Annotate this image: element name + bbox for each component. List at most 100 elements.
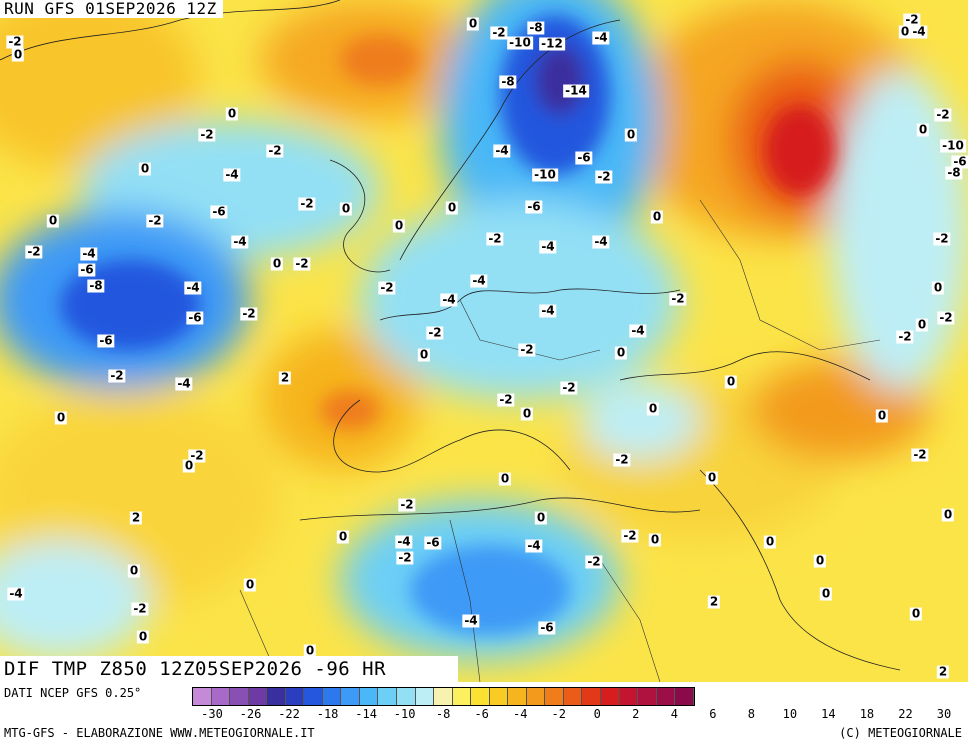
contour-label: -2 bbox=[518, 342, 536, 357]
contour-label: 0 bbox=[225, 106, 239, 121]
contour-label: 0 bbox=[136, 629, 150, 644]
contour-label: -4 bbox=[470, 273, 488, 288]
color-scale-bar bbox=[192, 687, 695, 706]
contour-label: -4 bbox=[525, 538, 543, 553]
color-swatch bbox=[656, 688, 676, 705]
contour-label: -6 bbox=[97, 333, 115, 348]
contour-label: -2 bbox=[595, 169, 613, 184]
color-swatch bbox=[267, 688, 286, 705]
contour-label: -4 bbox=[231, 234, 249, 249]
contour-label: 0 bbox=[916, 122, 930, 137]
scale-tick-label: -4 bbox=[512, 707, 528, 721]
contour-label: -4 bbox=[493, 143, 511, 158]
contour-label: 0 bbox=[614, 345, 628, 360]
color-swatch bbox=[545, 688, 564, 705]
color-swatch bbox=[489, 688, 509, 705]
scale-tick-label: 2 bbox=[632, 707, 640, 721]
contour-label: -6 bbox=[210, 204, 228, 219]
color-swatch bbox=[415, 688, 435, 705]
contour-label: -4 bbox=[80, 246, 98, 261]
contour-label: 0 bbox=[875, 408, 889, 423]
contour-label: -2 bbox=[896, 329, 914, 344]
contour-label: -4 bbox=[175, 376, 193, 391]
color-swatch bbox=[619, 688, 639, 705]
contour-label: 0 bbox=[909, 606, 923, 621]
contour-label: -4 bbox=[539, 303, 557, 318]
contour-label: -6 bbox=[951, 154, 968, 169]
contour-label: 0 bbox=[813, 553, 827, 568]
color-swatch bbox=[304, 688, 323, 705]
scale-tick-label: 4 bbox=[670, 707, 678, 721]
contour-label: -4 bbox=[184, 280, 202, 295]
scale-tick-label: 8 bbox=[747, 707, 755, 721]
contour-label: 0 bbox=[417, 347, 431, 362]
contour-label: -8 bbox=[499, 74, 517, 89]
color-swatch bbox=[471, 688, 490, 705]
contour-label: -2 bbox=[396, 550, 414, 565]
data-source-label: DATI NCEP GFS 0.25° bbox=[4, 686, 142, 700]
contour-label: 0 bbox=[303, 643, 317, 658]
contour-label: -4 bbox=[592, 30, 610, 45]
contour-label: 0 bbox=[534, 510, 548, 525]
contour-label: -2 bbox=[426, 325, 444, 340]
scale-tick-label: -10 bbox=[393, 707, 416, 721]
contour-label: 0 bbox=[138, 161, 152, 176]
color-swatch bbox=[193, 688, 212, 705]
contour-label: -6 bbox=[538, 620, 556, 635]
contour-label: -4 bbox=[7, 586, 25, 601]
contour-label: -8 bbox=[527, 20, 545, 35]
contour-label: -6 bbox=[575, 150, 593, 165]
color-swatch bbox=[397, 688, 416, 705]
contour-label: -4 bbox=[395, 534, 413, 549]
color-swatch bbox=[563, 688, 583, 705]
contour-label: -2 bbox=[934, 107, 952, 122]
contour-label: -2 bbox=[621, 528, 639, 543]
scale-tick-label: 22 bbox=[898, 707, 913, 721]
contour-label: -2 bbox=[378, 280, 396, 295]
scale-tick-label: -14 bbox=[355, 707, 377, 721]
contour-label: 0 bbox=[466, 16, 480, 31]
color-swatch bbox=[434, 688, 453, 705]
contour-label: -4 bbox=[539, 239, 557, 254]
footer-copyright: (C) METEOGIORNALE bbox=[839, 726, 962, 740]
contour-label: 0 bbox=[650, 209, 664, 224]
contour-label: -4 bbox=[592, 234, 610, 249]
contour-label: -2 bbox=[25, 244, 43, 259]
footer-credit: MTG-GFS - ELABORAZIONE WWW.METEOGIORNALE… bbox=[4, 726, 315, 740]
contour-label: 0 bbox=[243, 577, 257, 592]
contour-label: -2 bbox=[198, 127, 216, 142]
contour-label: 0 bbox=[46, 213, 60, 228]
contour-label: -4 bbox=[910, 24, 928, 39]
scale-tick-label: -30 bbox=[201, 707, 223, 721]
color-swatch bbox=[508, 688, 527, 705]
coastlines bbox=[0, 0, 901, 671]
contour-label: 0 bbox=[339, 201, 353, 216]
scale-tick-label: 30 bbox=[936, 707, 952, 721]
contour-label: 0 bbox=[498, 471, 512, 486]
contour-label: 0 bbox=[270, 256, 284, 271]
scale-tick-label: 18 bbox=[859, 707, 875, 721]
scale-tick-label: -22 bbox=[278, 707, 300, 721]
color-swatch bbox=[526, 688, 546, 705]
contour-label: 2 bbox=[936, 664, 950, 679]
color-swatch bbox=[285, 688, 305, 705]
contour-label: -4 bbox=[462, 613, 480, 628]
contour-label: 2 bbox=[129, 510, 143, 525]
color-swatch bbox=[322, 688, 342, 705]
color-swatch bbox=[248, 688, 268, 705]
contour-label: -6 bbox=[525, 199, 543, 214]
contour-label: 2 bbox=[278, 370, 292, 385]
contour-label: -10 bbox=[532, 167, 558, 182]
contour-label: -6 bbox=[78, 262, 96, 277]
contour-label: 0 bbox=[648, 532, 662, 547]
color-swatch bbox=[638, 688, 657, 705]
contour-label: 0 bbox=[931, 280, 945, 295]
contour-label: 0 bbox=[915, 317, 929, 332]
contour-label: 2 bbox=[707, 594, 721, 609]
contour-label: -2 bbox=[560, 380, 578, 395]
contour-label: -2 bbox=[613, 452, 631, 467]
contour-label: 0 bbox=[819, 586, 833, 601]
contour-label: -2 bbox=[398, 497, 416, 512]
run-title: RUN GFS 01SEP2026 12Z bbox=[0, 0, 223, 18]
contour-label: -8 bbox=[87, 278, 105, 293]
